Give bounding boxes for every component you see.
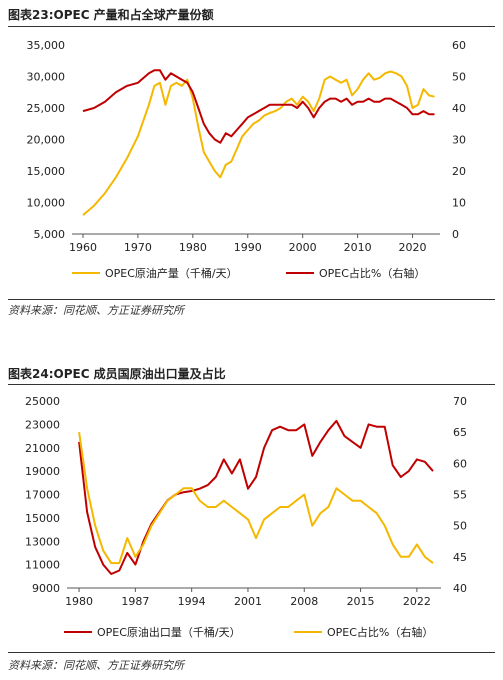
chart2-source: 资料来源：同花顺、方正证券研究所 xyxy=(8,659,184,672)
chart2-title: 图表24:OPEC 成员国原油出口量及占比 xyxy=(8,367,226,381)
chart1-legend-label-2: OPEC占比%（右轴） xyxy=(319,266,425,280)
chart1-production-share: 1960 1970 1980 1990 2000 2010 20205,00010,0001… xyxy=(27,39,467,280)
chart2-y-right-tick-label: 40 xyxy=(453,582,467,595)
chart2-y-left-tick-label: 15000 xyxy=(25,512,60,525)
chart2-y-left-tick-label: 25000 xyxy=(25,395,60,408)
chart1-top-rule xyxy=(8,26,495,27)
chart1-source: 资料来源：同花顺、方正证券研究所 xyxy=(8,304,184,317)
chart1-y-left-tick-label: 5,000 xyxy=(34,228,66,241)
chart2-x-tick-label: 2015 xyxy=(347,595,375,608)
chart1-x-tick-label: 1960 xyxy=(69,241,97,254)
chart2-y-right-tick-label: 70 xyxy=(453,395,467,408)
chart1-bottom-rule xyxy=(8,299,495,300)
chart2-legend-label-2: OPEC占比%（右轴） xyxy=(327,625,433,639)
chart2-y-right-tick-label: 60 xyxy=(453,457,467,470)
chart2-y-left-tick-label: 9000 xyxy=(32,582,60,595)
chart2-y-left-tick-label: 11000 xyxy=(25,559,60,572)
chart1-y-right-tick-label: 40 xyxy=(452,102,466,115)
chart1-y-left-tick-label: 30,000 xyxy=(27,71,66,84)
chart2-y-left-tick-label: 19000 xyxy=(25,465,60,478)
chart1-x-tick-label: 2020 xyxy=(399,241,427,254)
chart2-x-tick-label: 2022 xyxy=(403,595,431,608)
chart1-y-left-tick-label: 15,000 xyxy=(27,165,66,178)
chart1-series-line-1 xyxy=(82,70,435,216)
chart2-top-rule xyxy=(8,384,495,385)
chart1-y-left-tick-label: 35,000 xyxy=(27,39,66,52)
chart2-export-share: 1980 1987 1994 2001 2008 2015 2022 9000 11000 130… xyxy=(25,395,467,639)
chart1-y-left-tick-label: 25,000 xyxy=(27,102,66,115)
chart2-legend-label-1: OPEC原油出口量（千桶/天） xyxy=(97,625,241,639)
chart1-y-right-tick-label: 0 xyxy=(452,228,459,241)
chart2-y-left-tick-label: 23000 xyxy=(25,418,60,431)
chart2-x-tick-label: 1980 xyxy=(65,595,93,608)
chart1-x-tick-label: 2000 xyxy=(289,241,317,254)
chart2-y-left-tick-label: 13000 xyxy=(25,535,60,548)
chart2-y-left-tick-label: 21000 xyxy=(25,442,60,455)
chart2-y-right-tick-label: 45 xyxy=(453,551,467,564)
chart1-y-left-tick-label: 20,000 xyxy=(27,134,66,147)
chart2-x-tick-label: 2008 xyxy=(290,595,318,608)
chart2-x-tick-label: 2001 xyxy=(234,595,262,608)
chart2-y-left-tick-label: 17000 xyxy=(25,489,60,502)
chart1-y-right-tick-label: 60 xyxy=(452,39,466,52)
chart1-y-right-tick-label: 10 xyxy=(452,197,466,210)
chart2-y-right-tick-label: 65 xyxy=(453,426,467,439)
chart1-legend-label-1: OPEC原油产量（千桶/天） xyxy=(105,266,238,280)
chart2-y-right-tick-label: 50 xyxy=(453,520,467,533)
chart1-y-left-tick-label: 10,000 xyxy=(27,197,66,210)
chart1-x-tick-label: 1980 xyxy=(179,241,207,254)
chart2-bottom-rule xyxy=(8,652,495,653)
chart1-y-right-tick-label: 30 xyxy=(452,134,466,147)
chart2-series-line-1 xyxy=(78,419,434,575)
chart1-series-line-2 xyxy=(82,69,435,144)
chart1-x-tick-label: 2010 xyxy=(344,241,372,254)
chart2-x-tick-label: 1987 xyxy=(121,595,149,608)
chart2-series-line-2 xyxy=(78,432,434,565)
chart1-y-right-tick-label: 20 xyxy=(452,165,466,178)
chart1-title: 图表23:OPEC 产量和占全球产量份额 xyxy=(8,8,214,22)
chart1-y-right-tick-label: 50 xyxy=(452,71,466,84)
chart2-y-right-tick-label: 55 xyxy=(453,489,467,502)
chart2-x-tick-label: 1994 xyxy=(178,595,206,608)
chart1-x-tick-label: 1970 xyxy=(124,241,152,254)
chart1-x-tick-label: 1990 xyxy=(234,241,262,254)
